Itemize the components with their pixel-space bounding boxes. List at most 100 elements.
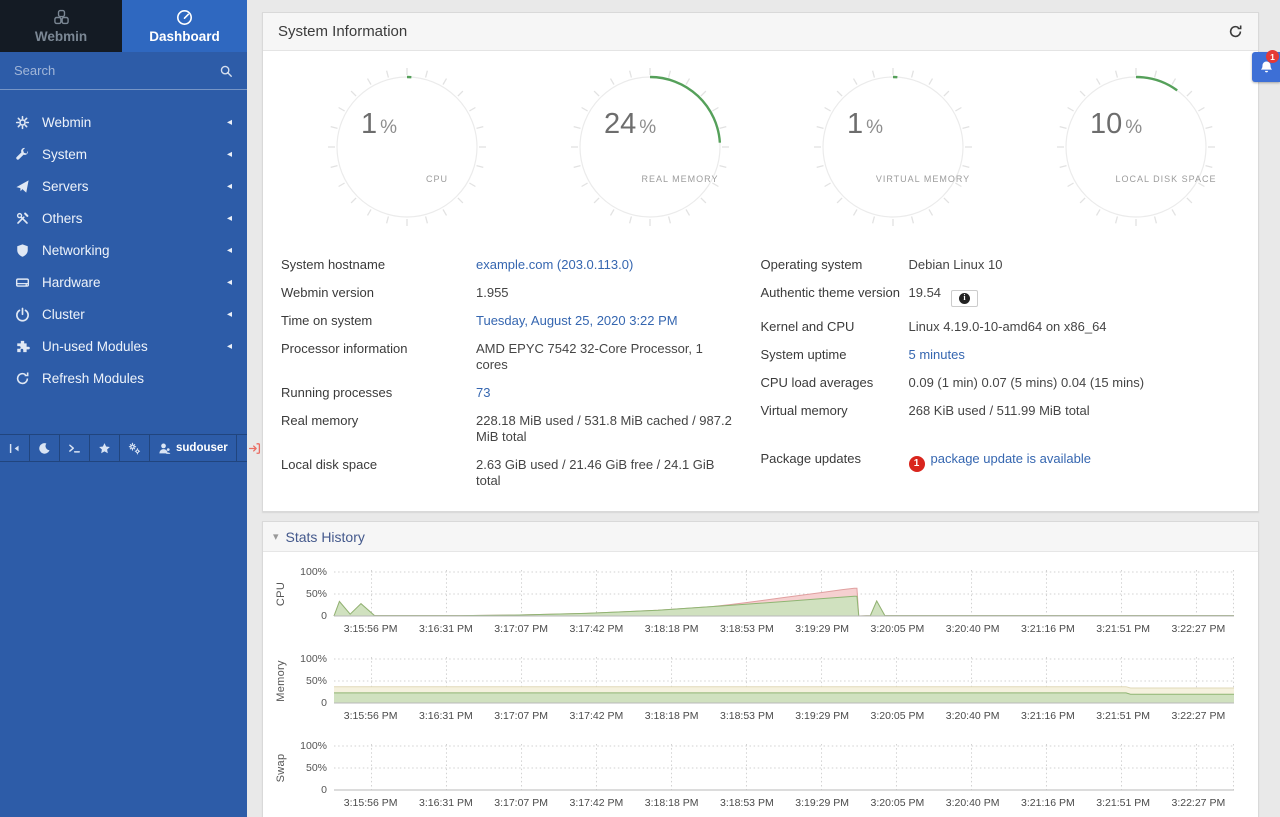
chart-axis-title: Swap: [275, 753, 287, 783]
stats-history-header[interactable]: ▾ Stats History: [263, 522, 1258, 552]
tab-webmin[interactable]: Webmin: [0, 0, 122, 52]
favorites-button[interactable]: [90, 435, 120, 461]
sidebar-menu: Webmin ◂ System ◂ Servers ◂ Others ◂ Networking ◂…: [0, 90, 247, 394]
x-tick-label: 3:21:16 PM: [1021, 710, 1075, 722]
wrench-icon: [15, 147, 31, 162]
chart-memory: Memory 100% 50% 0 3:15:56 PM 3:16:31 PM 3:17:0…: [269, 653, 1236, 727]
info-label: Time on system: [281, 313, 373, 328]
chevron-left-icon: ◂: [226, 276, 232, 288]
system-info-right-column: Operating system Debian Linux 10 Authentic…: [761, 251, 1241, 495]
info-row-processor-information: Processor information AMD EPYC 7542 32-Co…: [281, 335, 733, 379]
chart-x-axis: 3:15:56 PM 3:16:31 PM 3:17:07 PM 3:17:42 PM…: [333, 797, 1236, 814]
info-label: Package updates: [760, 450, 861, 466]
y-tick-label: 100%: [300, 653, 327, 665]
x-tick-label: 3:17:07 PM: [494, 797, 548, 809]
sidebar-item-un-used-modules[interactable]: Un-used Modules ◂: [0, 330, 247, 362]
svg-text:VIRTUAL MEMORY: VIRTUAL MEMORY: [876, 174, 970, 184]
sidebar-item-hardware[interactable]: Hardware ◂: [0, 266, 247, 298]
x-tick-label: 3:21:16 PM: [1021, 623, 1075, 635]
info-row-real-memory: Real memory 228.18 MiB used / 531.8 MiB c…: [281, 407, 733, 451]
info-value-link[interactable]: package update is available: [930, 450, 1091, 466]
night-mode-button[interactable]: [30, 435, 60, 461]
chevron-left-icon: ◂: [226, 116, 232, 128]
sidebar-item-system[interactable]: System ◂: [0, 138, 247, 170]
x-tick-label: 3:15:56 PM: [343, 623, 398, 635]
refresh-icon[interactable]: [1228, 24, 1243, 39]
notifications-button[interactable]: 1: [1252, 50, 1280, 82]
chevron-left-icon: ◂: [226, 148, 232, 160]
bell-icon: [1259, 60, 1274, 75]
terminal-button[interactable]: [60, 435, 90, 461]
search-input[interactable]: [14, 63, 219, 78]
info-value-text: AMD EPYC 7542 32-Core Processor, 1 cores: [476, 341, 703, 372]
x-tick-label: 3:21:51 PM: [1096, 710, 1150, 722]
info-row-package-updates: Package updates 1 package update is availa…: [761, 445, 1213, 478]
terminal-icon: [68, 442, 81, 455]
chart-plot-area: 3:15:56 PM 3:16:31 PM 3:17:07 PM 3:17:42 PM…: [333, 655, 1236, 727]
gauges-row: 1% CPU 24% REAL MEMORY 1% VIRTUAL MEMORY 10% LO…: [263, 51, 1258, 251]
sidebar-item-refresh-modules[interactable]: Refresh Modules: [0, 362, 247, 394]
tab-dashboard[interactable]: Dashboard: [122, 0, 247, 52]
info-value: 1 package update is available: [908, 450, 1213, 472]
x-tick-label: 3:15:56 PM: [343, 710, 398, 722]
sidebar-item-servers[interactable]: Servers ◂: [0, 170, 247, 202]
sidebar-search: [0, 52, 247, 90]
info-label: System uptime: [760, 346, 847, 362]
svg-text:LOCAL DISK SPACE: LOCAL DISK SPACE: [1115, 174, 1216, 184]
username-label: sudouser: [176, 442, 228, 454]
chart-y-axis: 100% 50% 0: [293, 740, 333, 814]
x-tick-label: 3:19:29 PM: [795, 710, 849, 722]
info-value-link[interactable]: 5 minutes: [908, 346, 965, 362]
info-row-system-uptime: System uptime 5 minutes: [761, 341, 1213, 369]
sidebar-item-others[interactable]: Others ◂: [0, 202, 247, 234]
gear-icon: [15, 115, 31, 130]
chart-axis-title: CPU: [275, 581, 287, 607]
chart-svg: [334, 657, 1234, 704]
info-value: 19.54 i: [909, 285, 1213, 307]
svg-text:10%: 10%: [1090, 108, 1142, 140]
chart-cpu: CPU 100% 50% 0 3:15:56 PM 3:16:31 PM 3:17:07 P…: [269, 566, 1236, 640]
info-value-link[interactable]: 73: [476, 385, 491, 400]
gauge-real-memory: 24% REAL MEMORY: [568, 65, 732, 229]
tab-dashboard-label: Dashboard: [149, 28, 220, 44]
user-menu-button[interactable]: sudouser: [150, 435, 237, 461]
info-value-link[interactable]: Tuesday, August 25, 2020 3:22 PM: [476, 313, 678, 328]
info-value: Tuesday, August 25, 2020 3:22 PM: [476, 313, 733, 329]
info-value: 0.09 (1 min) 0.07 (5 mins) 0.04 (15 mins…: [909, 375, 1213, 391]
sidebar-item-label: Networking: [42, 242, 110, 258]
logout-button[interactable]: [237, 435, 272, 461]
info-value-text: Linux 4.19.0-10-amd64 on x86_64: [908, 318, 1107, 334]
info-label: Virtual memory: [760, 402, 848, 418]
stats-history-card: ▾ Stats History CPU 100% 50% 0 3:15:56 PM 3:1…: [262, 521, 1259, 817]
y-tick-label: 50%: [305, 675, 327, 687]
search-icon[interactable]: [219, 64, 233, 78]
sidebar-item-label: Cluster: [42, 306, 85, 322]
x-tick-label: 3:22:27 PM: [1171, 623, 1226, 635]
info-row-webmin-version: Webmin version 1.955: [281, 279, 733, 307]
info-value: Linux 4.19.0-10-amd64 on x86_64: [909, 319, 1213, 335]
svg-text:1%: 1%: [361, 108, 397, 140]
info-value-text: Debian Linux 10: [908, 257, 1003, 272]
theme-settings-button[interactable]: [120, 435, 150, 461]
theme-info-button[interactable]: i: [951, 289, 979, 307]
y-tick-label: 50%: [305, 588, 327, 600]
info-value: 1.955: [476, 285, 733, 301]
chart-plot-area: 3:15:56 PM 3:16:31 PM 3:17:07 PM 3:17:42 PM…: [333, 568, 1236, 640]
svg-text:1%: 1%: [847, 108, 883, 140]
y-tick-label: 100%: [300, 566, 327, 578]
sidebar-item-cluster[interactable]: Cluster ◂: [0, 298, 247, 330]
info-icon: i: [959, 292, 971, 304]
info-value-text: 268 KiB used / 511.99 MiB total: [908, 402, 1090, 418]
system-info-table: System hostname example.com (203.0.113.0)…: [263, 251, 1258, 511]
x-tick-label: 3:18:53 PM: [719, 710, 774, 722]
collapse-sidebar-button[interactable]: [0, 435, 30, 461]
sidebar-item-networking[interactable]: Networking ◂: [0, 234, 247, 266]
info-label: Webmin version: [281, 285, 374, 300]
info-label: Running processes: [281, 385, 393, 400]
collapse-icon: [8, 442, 21, 455]
info-row-system-hostname: System hostname example.com (203.0.113.0): [281, 251, 733, 279]
info-value: example.com (203.0.113.0): [476, 257, 733, 273]
sidebar-item-webmin[interactable]: Webmin ◂: [0, 106, 247, 138]
x-tick-label: 3:17:07 PM: [494, 710, 548, 722]
info-value-link[interactable]: example.com (203.0.113.0): [476, 257, 634, 272]
